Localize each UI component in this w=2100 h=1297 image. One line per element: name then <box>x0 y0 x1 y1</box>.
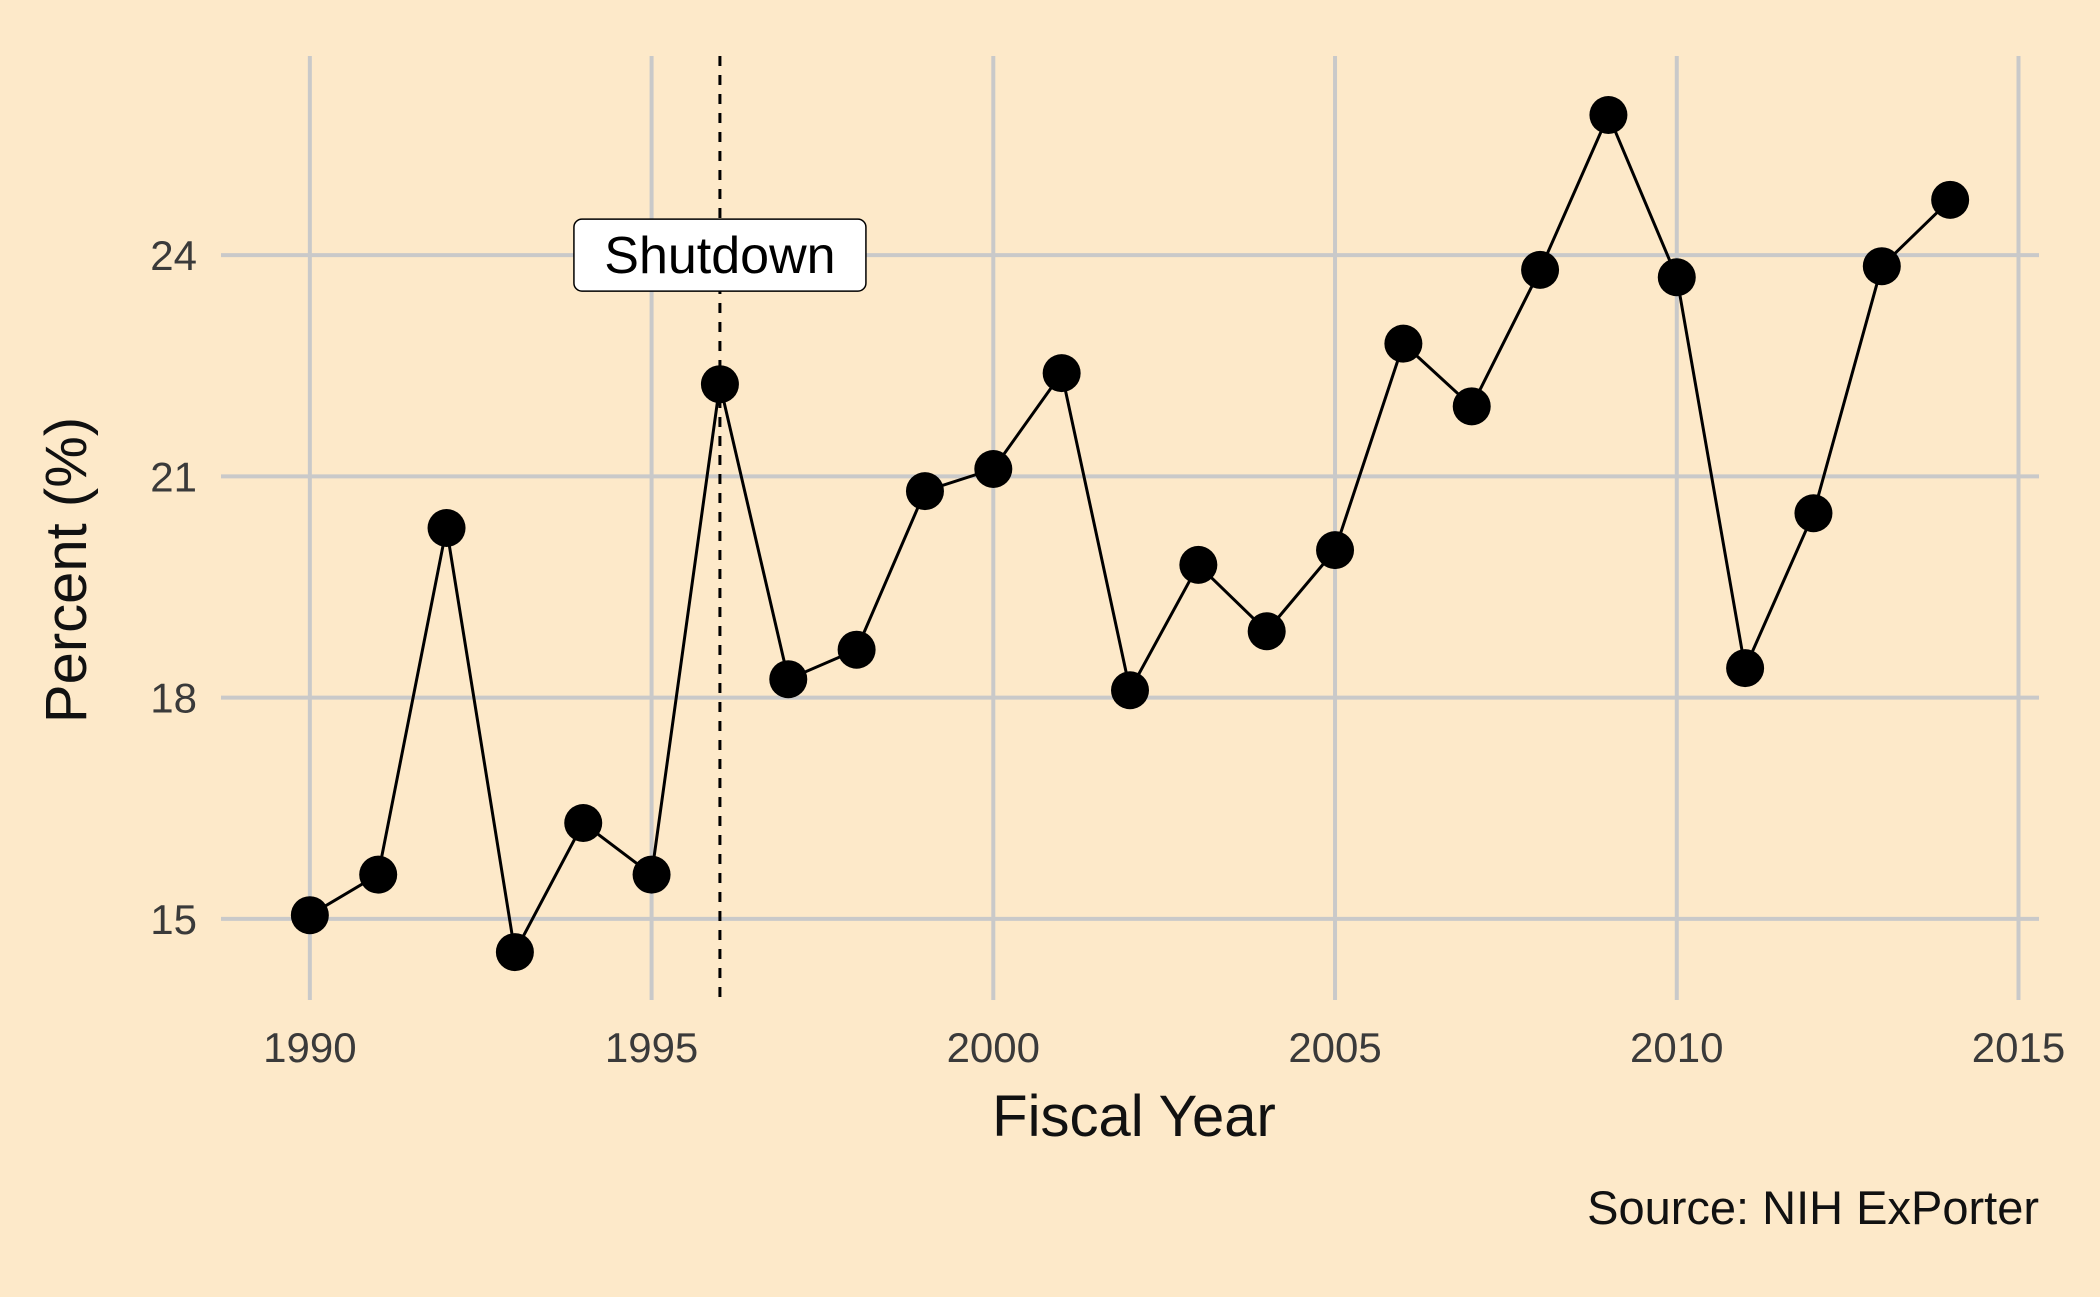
data-point-1998 <box>837 630 876 669</box>
data-point-2011 <box>1726 649 1765 688</box>
annotation-layer: Shutdown <box>573 218 867 292</box>
data-point-2001 <box>1042 354 1081 393</box>
x-tick-label-1995: 1995 <box>605 1024 698 1071</box>
data-point-2000 <box>974 450 1013 488</box>
data-point-1994 <box>564 804 603 842</box>
shutdown-label: Shutdown <box>573 218 867 292</box>
data-point-1993 <box>495 933 534 972</box>
horizontal-gridlines <box>221 253 2039 921</box>
y-axis-tick-labels: 15 18 21 24 <box>150 232 197 943</box>
x-axis-title: Fiscal Year <box>992 1084 1276 1149</box>
shutdown-label-box <box>573 218 867 292</box>
data-point-2005 <box>1316 531 1355 570</box>
data-point-1997 <box>769 660 808 699</box>
data-point-2007 <box>1452 387 1491 426</box>
x-tick-label-2005: 2005 <box>1288 1024 1381 1071</box>
data-point-2004 <box>1247 612 1286 651</box>
data-point-1999 <box>905 472 944 511</box>
data-point-2012 <box>1794 494 1833 533</box>
series-line-0 <box>309 111 1952 957</box>
data-point-1991 <box>359 855 398 894</box>
x-axis-tick-labels: 1990 1995 2000 2005 2010 2015 <box>263 1024 2065 1071</box>
data-point-2008 <box>1521 250 1560 289</box>
data-point-1990 <box>290 896 329 935</box>
data-point-2006 <box>1384 324 1423 363</box>
data-point-2010 <box>1657 258 1696 297</box>
data-point-2009 <box>1589 96 1628 134</box>
data-point-1995 <box>632 855 671 894</box>
vertical-gridlines <box>307 56 2021 1000</box>
data-point-2002 <box>1111 671 1149 710</box>
y-axis-title: Percent (%) <box>34 417 99 723</box>
data-point-2013 <box>1862 247 1901 286</box>
y-tick-label-21: 21 <box>150 453 197 500</box>
x-tick-label-2010: 2010 <box>1630 1024 1723 1071</box>
x-tick-label-2000: 2000 <box>947 1024 1040 1071</box>
y-tick-label-15: 15 <box>150 896 197 943</box>
y-tick-label-18: 18 <box>150 675 197 722</box>
shutdown-label-text: Shutdown <box>604 227 835 285</box>
data-point-1996 <box>700 365 739 404</box>
series-layer <box>309 111 1952 957</box>
x-tick-label-2015: 2015 <box>1972 1024 2065 1071</box>
x-tick-label-1990: 1990 <box>263 1024 356 1071</box>
data-point-2003 <box>1179 545 1218 584</box>
y-tick-label-24: 24 <box>150 232 197 279</box>
data-point-2014 <box>1931 180 1970 219</box>
data-point-1992 <box>427 509 466 547</box>
source-caption: Source: NIH ExPorter <box>1587 1181 2039 1234</box>
data-points-layer <box>290 96 1970 972</box>
